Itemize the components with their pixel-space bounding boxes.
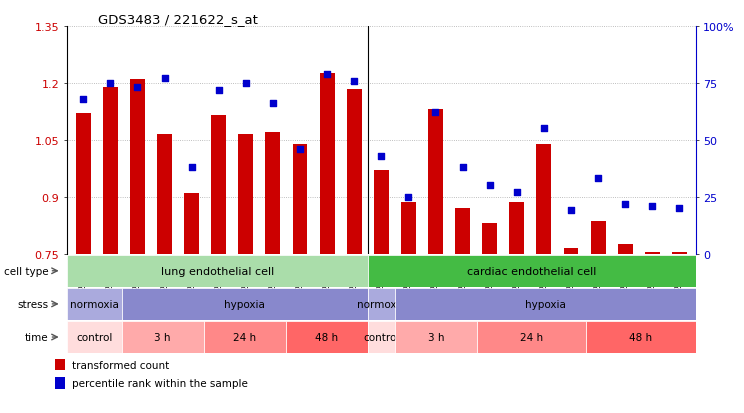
Bar	[185, 193, 199, 254]
Text: percentile rank within the sample: percentile rank within the sample	[72, 378, 248, 388]
Bar	[103, 88, 118, 254]
Bar	[320, 74, 335, 254]
Bar	[292, 144, 307, 254]
Text: 48 h: 48 h	[315, 332, 339, 342]
Point	[77, 96, 89, 103]
Text: control: control	[363, 332, 400, 342]
Bar	[563, 248, 578, 254]
Text: GDS3483 / 221622_s_at: GDS3483 / 221622_s_at	[98, 13, 258, 26]
Point	[403, 194, 414, 200]
Bar	[510, 203, 525, 254]
Text: stress: stress	[17, 299, 48, 309]
Text: normoxia: normoxia	[357, 299, 405, 309]
Bar	[645, 252, 660, 254]
Bar	[211, 116, 226, 254]
Bar	[618, 244, 632, 254]
Bar	[455, 209, 470, 254]
Bar	[130, 80, 145, 254]
Text: hypoxia: hypoxia	[525, 299, 565, 309]
Point	[592, 176, 604, 182]
Point	[186, 164, 198, 171]
Point	[673, 205, 685, 212]
Text: 3 h: 3 h	[154, 332, 171, 342]
Point	[619, 201, 631, 207]
Point	[429, 110, 441, 116]
Bar	[482, 224, 497, 254]
Bar	[266, 133, 280, 254]
Text: time: time	[25, 332, 48, 342]
Text: 3 h: 3 h	[428, 332, 444, 342]
Bar	[347, 89, 362, 254]
Point	[158, 76, 170, 82]
Bar	[591, 222, 606, 254]
Text: transformed count: transformed count	[72, 360, 170, 370]
Text: cell type: cell type	[4, 266, 48, 276]
Point	[267, 101, 279, 107]
Bar	[238, 135, 253, 254]
Point	[213, 87, 225, 94]
Point	[538, 126, 550, 132]
Bar	[536, 144, 551, 254]
Point	[294, 146, 306, 153]
Point	[647, 203, 658, 209]
Bar	[55, 377, 65, 389]
Bar	[55, 359, 65, 370]
Bar	[428, 110, 443, 254]
Bar	[373, 171, 389, 254]
Text: 48 h: 48 h	[629, 332, 652, 342]
Point	[321, 71, 333, 78]
Point	[565, 207, 577, 214]
Point	[240, 80, 251, 87]
Bar	[157, 135, 172, 254]
Text: 24 h: 24 h	[233, 332, 256, 342]
Text: control: control	[76, 332, 112, 342]
Point	[484, 183, 496, 189]
Text: normoxia: normoxia	[70, 299, 119, 309]
Text: hypoxia: hypoxia	[224, 299, 265, 309]
Point	[104, 80, 116, 87]
Text: 24 h: 24 h	[520, 332, 543, 342]
Bar	[401, 203, 416, 254]
Point	[457, 164, 469, 171]
Point	[511, 189, 523, 196]
Point	[348, 78, 360, 85]
Bar	[672, 252, 687, 254]
Bar	[76, 114, 91, 254]
Text: cardiac endothelial cell: cardiac endothelial cell	[467, 266, 597, 276]
Text: lung endothelial cell: lung endothelial cell	[161, 266, 274, 276]
Point	[132, 85, 144, 91]
Point	[375, 153, 387, 159]
